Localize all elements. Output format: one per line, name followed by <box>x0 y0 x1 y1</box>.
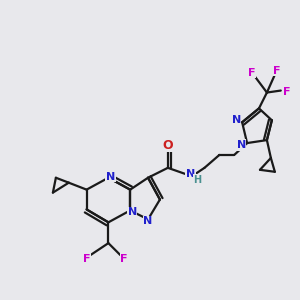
Text: F: F <box>283 86 290 97</box>
Text: F: F <box>273 66 280 76</box>
Text: F: F <box>248 68 256 78</box>
Text: N: N <box>232 115 241 125</box>
Text: N: N <box>143 216 153 226</box>
Text: H: H <box>194 175 202 185</box>
Text: F: F <box>83 254 90 264</box>
Text: O: O <box>163 139 173 152</box>
Text: N: N <box>106 172 115 182</box>
Text: N: N <box>186 169 195 179</box>
Text: N: N <box>236 140 246 150</box>
Text: N: N <box>128 207 137 218</box>
Text: F: F <box>121 254 128 264</box>
